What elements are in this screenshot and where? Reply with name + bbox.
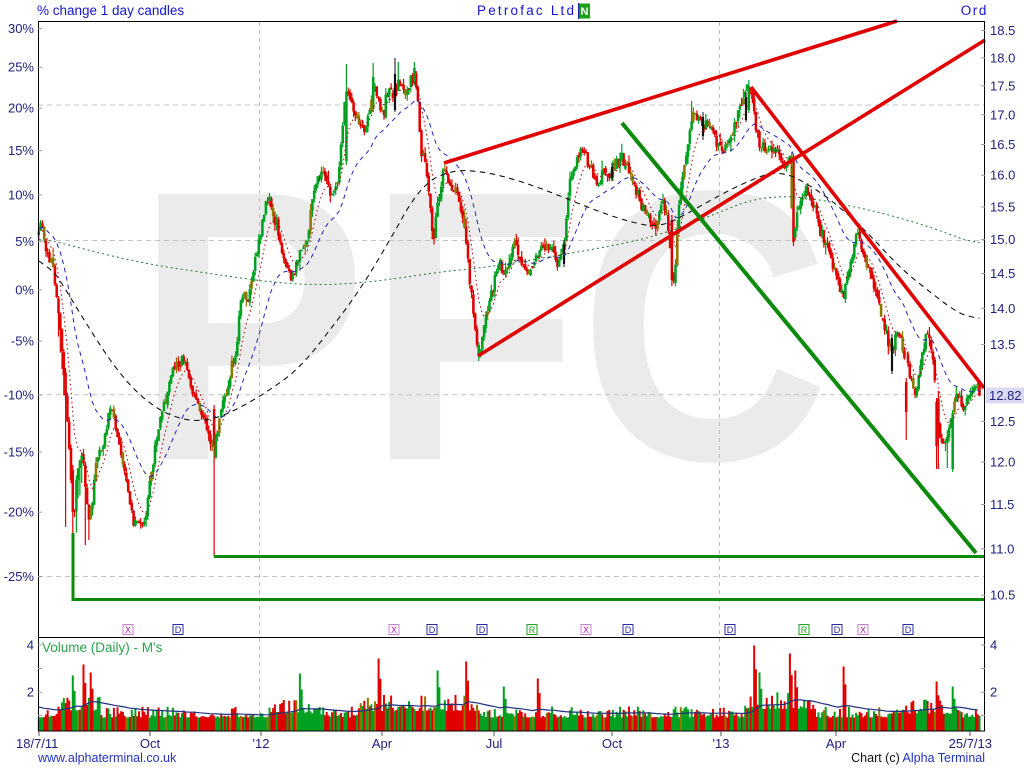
svg-text:N: N xyxy=(581,6,589,18)
svg-text:4: 4 xyxy=(27,638,34,653)
svg-text:% change 1 day candles: % change 1 day candles xyxy=(37,3,184,18)
svg-text:www.alphaterminal.co.uk: www.alphaterminal.co.uk xyxy=(37,751,177,765)
svg-text:2: 2 xyxy=(27,685,34,700)
svg-text:12.82: 12.82 xyxy=(989,388,1022,403)
svg-text:Apr: Apr xyxy=(372,736,393,751)
svg-text:15%: 15% xyxy=(8,143,34,158)
svg-text:0%: 0% xyxy=(15,283,34,298)
svg-text:Apr: Apr xyxy=(826,736,847,751)
svg-text:4: 4 xyxy=(990,638,997,653)
svg-text:11.0: 11.0 xyxy=(990,541,1014,556)
svg-text:30%: 30% xyxy=(8,21,34,36)
svg-text:Volume (Daily) - M's: Volume (Daily) - M's xyxy=(42,640,163,655)
svg-text:16.5: 16.5 xyxy=(990,137,1015,152)
svg-text:D: D xyxy=(834,625,841,635)
svg-text:D: D xyxy=(905,625,912,635)
svg-text:'12: '12 xyxy=(253,736,270,751)
svg-text:-15%: -15% xyxy=(4,445,35,460)
svg-text:13.5: 13.5 xyxy=(990,337,1015,352)
svg-text:Oct: Oct xyxy=(602,736,623,751)
svg-text:2: 2 xyxy=(990,685,997,700)
svg-text:15.5: 15.5 xyxy=(990,199,1015,214)
svg-text:-10%: -10% xyxy=(4,387,35,402)
svg-text:25%: 25% xyxy=(8,60,34,75)
svg-text:D: D xyxy=(479,625,486,635)
svg-text:25/7/13: 25/7/13 xyxy=(949,736,992,751)
svg-text:Chart (c) Alpha Terminal: Chart (c) Alpha Terminal xyxy=(851,751,985,765)
svg-text:14.0: 14.0 xyxy=(990,301,1015,316)
svg-text:D: D xyxy=(625,625,632,635)
svg-text:-25%: -25% xyxy=(4,569,35,584)
svg-text:12.0: 12.0 xyxy=(990,455,1015,470)
svg-text:X: X xyxy=(391,625,397,635)
svg-text:-5%: -5% xyxy=(11,334,35,349)
svg-text:X: X xyxy=(125,625,131,635)
svg-text:R: R xyxy=(801,625,808,635)
svg-text:18.0: 18.0 xyxy=(990,50,1015,65)
svg-text:D: D xyxy=(429,625,436,635)
svg-text:18/7/11: 18/7/11 xyxy=(16,736,58,751)
svg-text:15.0: 15.0 xyxy=(990,232,1015,247)
svg-text:Ord: Ord xyxy=(961,3,988,18)
svg-text:17.5: 17.5 xyxy=(990,78,1015,93)
svg-text:11.5: 11.5 xyxy=(990,497,1014,512)
svg-text:-20%: -20% xyxy=(4,505,35,520)
svg-text:10.5: 10.5 xyxy=(990,588,1015,603)
svg-text:5%: 5% xyxy=(15,234,34,249)
svg-text:'13: '13 xyxy=(713,736,730,751)
svg-text:Oct: Oct xyxy=(140,736,161,751)
svg-text:18.5: 18.5 xyxy=(990,23,1015,38)
svg-text:14.5: 14.5 xyxy=(990,266,1015,281)
svg-text:X: X xyxy=(860,625,866,635)
svg-text:D: D xyxy=(175,625,182,635)
svg-text:Jul: Jul xyxy=(486,736,503,751)
svg-text:10%: 10% xyxy=(8,187,34,202)
svg-text:PFC: PFC xyxy=(135,110,830,541)
svg-text:17.0: 17.0 xyxy=(990,107,1015,122)
svg-text:D: D xyxy=(727,625,734,635)
svg-text:12.5: 12.5 xyxy=(990,414,1015,429)
svg-text:20%: 20% xyxy=(8,101,34,116)
svg-text:X: X xyxy=(583,625,589,635)
svg-text:16.0: 16.0 xyxy=(990,168,1015,183)
svg-text:R: R xyxy=(529,625,536,635)
svg-text:Petrofac Ltd: Petrofac Ltd xyxy=(477,3,576,18)
